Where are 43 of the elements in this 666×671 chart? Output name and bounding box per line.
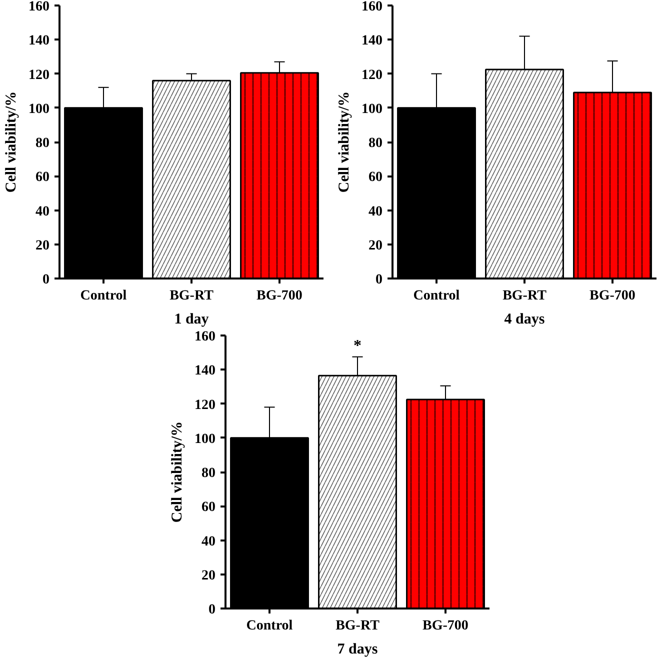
y-tick-label: 100 [194,432,216,447]
y-tick-label: 40 [36,204,50,220]
y-tick-label: 140 [28,34,50,49]
y-tick-label: 20 [36,238,50,254]
y-tick-label: 160 [194,330,216,344]
x-tick-label: BG-RT [502,288,548,304]
y-tick-label: 20 [368,238,382,254]
y-tick-label: 100 [28,102,50,117]
x-axis-title: 7 days [337,642,378,658]
y-tick-label: 80 [36,136,50,151]
y-tick-label: 120 [362,68,382,83]
y-tick-label: 160 [362,0,382,14]
y-axis-title: Cell viability/% [336,91,352,193]
annotation: * [354,337,362,354]
y-tick-label: 120 [28,68,50,83]
y-tick-label: 140 [362,34,382,49]
y-tick-label: 160 [28,0,50,14]
y-tick-label: 0 [42,272,50,288]
x-tick-label: BG-700 [256,288,302,304]
x-tick-label: Control [246,618,293,634]
y-tick-label: 120 [194,398,216,413]
y-tick-label: 80 [202,466,216,481]
y-tick-label: 40 [368,204,382,220]
x-axis-title: 4 days [504,312,545,328]
x-tick-label: BG-700 [590,288,636,304]
y-tick-label: 0 [208,602,216,618]
y-axis-title: Cell viability/% [4,91,20,193]
x-tick-label: BG-700 [422,618,468,634]
y-tick-label: 40 [202,534,216,550]
y-tick-label: 60 [36,170,50,186]
y-tick-label: 140 [194,364,216,379]
x-tick-label: BG-RT [170,288,214,304]
y-axis-title: Cell viability/% [170,421,186,523]
x-axis-title: 1 day [174,312,210,328]
x-tick-label: Control [80,288,127,304]
y-tick-label: 80 [368,136,382,151]
y-tick-label: 20 [202,568,216,584]
x-tick-label: Control [413,288,460,304]
x-tick-label: BG-RT [336,618,380,634]
y-tick-label: 100 [362,102,382,117]
y-tick-label: 0 [376,272,382,288]
y-tick-label: 60 [202,500,216,516]
y-tick-label: 60 [368,170,382,186]
